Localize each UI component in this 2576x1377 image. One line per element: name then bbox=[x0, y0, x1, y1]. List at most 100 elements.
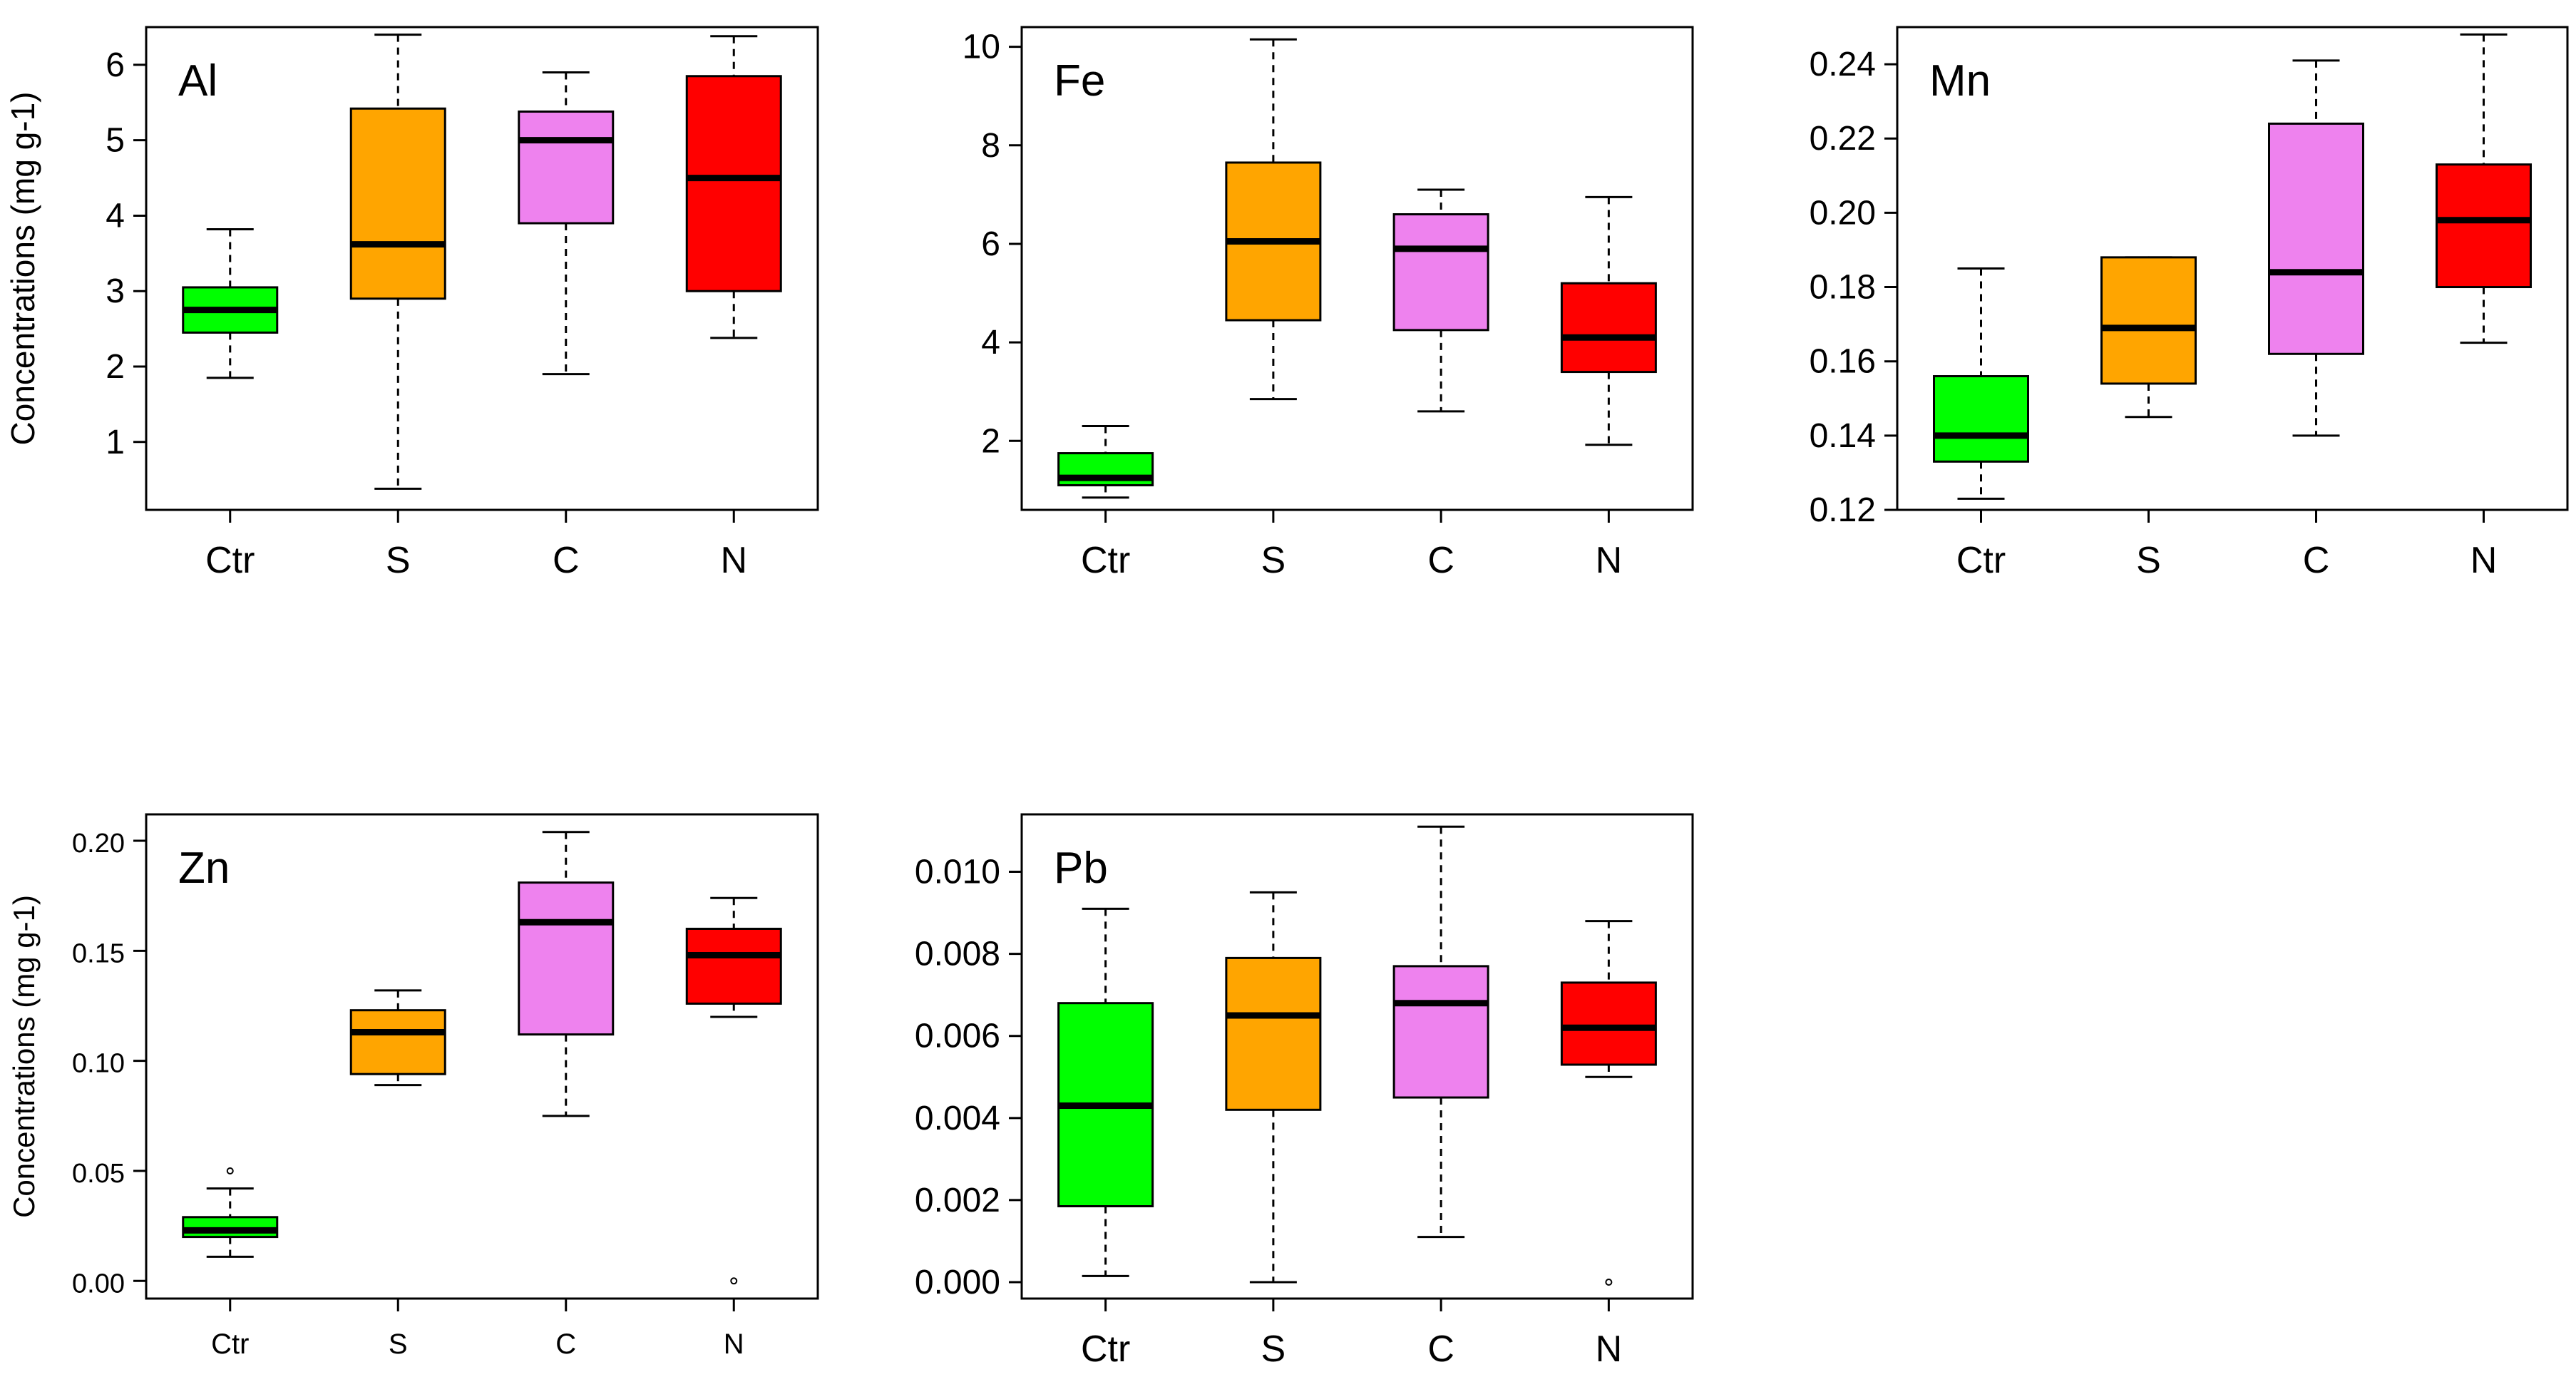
outlier-point bbox=[730, 1277, 738, 1285]
box-s bbox=[1225, 891, 1322, 1284]
y-axis-title: Concentrations (mg g-1) bbox=[4, 92, 41, 446]
y-tick-label: 5 bbox=[106, 122, 125, 160]
iqr-box bbox=[685, 927, 782, 1005]
box-n bbox=[685, 35, 782, 339]
y-tick-label: 0.22 bbox=[1810, 120, 1876, 158]
x-tick-label-n: N bbox=[2470, 540, 2498, 581]
y-tick-label: 2 bbox=[981, 422, 1000, 460]
x-tick-label-ctr: Ctr bbox=[1956, 540, 2006, 581]
iqr-box bbox=[1560, 981, 1657, 1066]
box-s bbox=[1225, 38, 1322, 401]
outlier-point bbox=[1605, 1278, 1613, 1286]
plot-frame bbox=[145, 26, 819, 511]
y-tick-label: 3 bbox=[106, 272, 125, 310]
iqr-box bbox=[1933, 375, 2029, 463]
panel-mn: 0.12 0.14 0.16 0.18 0.20 0.22 0.24 Ctr S C N Mn bbox=[1810, 26, 2569, 581]
iqr-box bbox=[2100, 256, 2197, 385]
iqr-box bbox=[182, 1216, 279, 1239]
box-s bbox=[2100, 256, 2197, 419]
iqr-box bbox=[1560, 282, 1657, 374]
y-tick-label: 10 bbox=[963, 29, 1000, 66]
plot-frame bbox=[1020, 813, 1694, 1300]
y-tick-label: 4 bbox=[106, 197, 125, 235]
y-tick-label: 0.24 bbox=[1810, 46, 1876, 83]
y-tick-label: 8 bbox=[981, 127, 1000, 165]
box-c bbox=[518, 831, 615, 1117]
x-tick-label-n: N bbox=[1596, 1329, 1623, 1370]
x-tick-label-c: C bbox=[1427, 540, 1454, 581]
box-c bbox=[2268, 59, 2364, 437]
box-s bbox=[349, 989, 446, 1087]
y-tick-label: 0.002 bbox=[915, 1182, 1000, 1219]
x-tick-label-n: N bbox=[1596, 540, 1623, 581]
y-tick-label: 0.008 bbox=[915, 936, 1000, 973]
x-tick-label-s: S bbox=[2136, 540, 2161, 581]
y-tick-label: 0.15 bbox=[72, 938, 125, 968]
panel-title: Fe bbox=[1054, 56, 1105, 106]
panel-al: 1 2 3 4 5 6 Ctr S C N Al Concentrations (mg g-1) bbox=[4, 26, 819, 581]
box-c bbox=[1392, 825, 1489, 1239]
iqr-box bbox=[349, 1009, 446, 1075]
x-tick-label-ctr: Ctr bbox=[1081, 1329, 1130, 1370]
x-tick-label-ctr: Ctr bbox=[205, 540, 255, 581]
y-tick-label: 0.12 bbox=[1810, 491, 1876, 529]
plot-frame bbox=[1896, 26, 2569, 511]
x-tick-label-c: C bbox=[553, 540, 580, 581]
y-tick-label: 0.010 bbox=[915, 854, 1000, 891]
x-tick-label-n: N bbox=[720, 540, 747, 581]
plot-frame bbox=[145, 813, 819, 1300]
panel-title: Zn bbox=[178, 844, 230, 893]
box-c bbox=[518, 71, 615, 376]
y-tick-label: 0.000 bbox=[915, 1264, 1000, 1301]
y-tick-label: 0.05 bbox=[72, 1159, 125, 1189]
panel-fe: 2 4 6 8 10 Ctr S C N Fe bbox=[963, 26, 1694, 581]
panel-title: Al bbox=[178, 56, 217, 106]
y-tick-label: 0.20 bbox=[1810, 194, 1876, 232]
box-c bbox=[1392, 188, 1489, 413]
iqr-box bbox=[349, 107, 446, 300]
iqr-box bbox=[2436, 163, 2532, 289]
x-tick-label-n: N bbox=[724, 1329, 744, 1360]
iqr-box bbox=[1392, 213, 1489, 332]
y-tick-label: 0.16 bbox=[1810, 343, 1876, 381]
x-tick-label-c: C bbox=[555, 1329, 576, 1360]
panel-title: Pb bbox=[1054, 844, 1108, 893]
y-tick-label: 0.006 bbox=[915, 1018, 1000, 1055]
y-tick-label: 0.004 bbox=[915, 1100, 1000, 1137]
iqr-box bbox=[518, 881, 615, 1036]
y-tick-label: 0.10 bbox=[72, 1049, 125, 1079]
box-n bbox=[685, 896, 782, 1285]
y-tick-label: 0.18 bbox=[1810, 269, 1876, 307]
box-n bbox=[1560, 195, 1657, 446]
plot-frame bbox=[1020, 26, 1694, 511]
box-ctr bbox=[1057, 425, 1154, 499]
panel-title: Mn bbox=[1929, 56, 1991, 106]
x-tick-label-s: S bbox=[1261, 540, 1286, 581]
x-tick-label-ctr: Ctr bbox=[1081, 540, 1130, 581]
y-tick-label: 6 bbox=[981, 225, 1000, 263]
box-ctr bbox=[182, 1167, 279, 1258]
panel-pb: 0.000 0.002 0.004 0.006 0.008 0.010 Ctr S C N Pb bbox=[915, 813, 1694, 1370]
box-n bbox=[2436, 33, 2532, 344]
y-tick-label: 4 bbox=[981, 324, 1000, 362]
y-tick-label: 2 bbox=[106, 348, 125, 386]
panel-zn: 0.00 0.05 0.10 0.15 0.20 Ctr S C N Zn Concentratio… bbox=[7, 813, 819, 1360]
x-tick-label-c: C bbox=[1427, 1329, 1454, 1370]
outlier-point bbox=[226, 1167, 234, 1174]
y-axis-title: Concentrations (mg g-1) bbox=[7, 895, 41, 1218]
y-tick-label: 1 bbox=[106, 424, 125, 461]
box-ctr bbox=[1057, 907, 1154, 1277]
x-tick-label-s: S bbox=[389, 1329, 408, 1360]
y-tick-label: 0.14 bbox=[1810, 417, 1876, 455]
x-tick-label-s: S bbox=[1261, 1329, 1286, 1370]
iqr-box bbox=[2268, 122, 2364, 355]
box-ctr bbox=[1933, 267, 2029, 500]
y-tick-label: 6 bbox=[106, 46, 125, 84]
x-tick-label-c: C bbox=[2303, 540, 2330, 581]
box-n bbox=[1560, 920, 1657, 1286]
panels-layer: 1 2 3 4 5 6 Ctr S C N Al Concentrations (mg g-1) 2 4 6… bbox=[4, 26, 2569, 1370]
y-tick-label: 0.00 bbox=[72, 1269, 125, 1299]
x-tick-label-s: S bbox=[386, 540, 411, 581]
box-s bbox=[349, 34, 446, 490]
